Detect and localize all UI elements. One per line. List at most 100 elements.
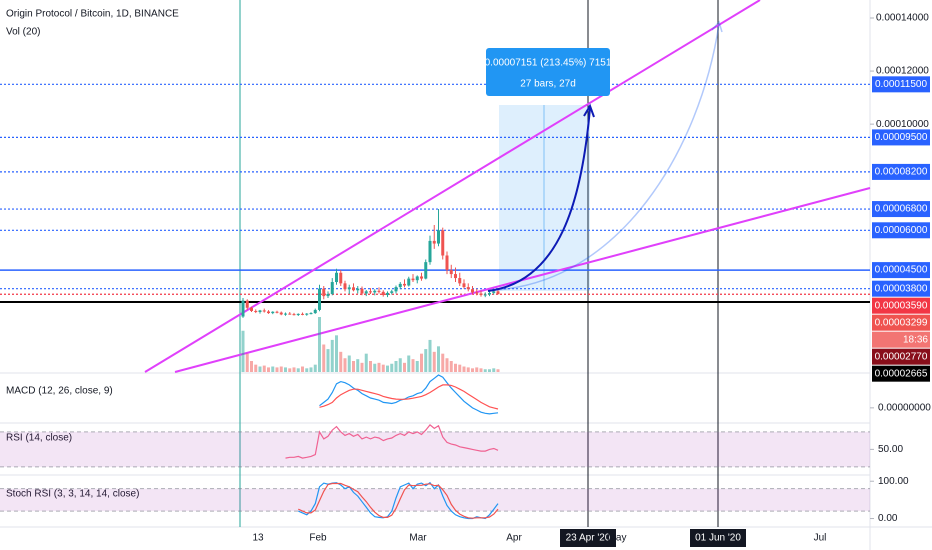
band-fill xyxy=(0,488,870,512)
candle-body xyxy=(250,307,253,311)
volume-bar xyxy=(475,367,479,372)
volume-bar xyxy=(352,361,355,372)
candle-body xyxy=(437,230,440,244)
candle-body xyxy=(403,283,406,286)
price-level-box xyxy=(872,163,930,180)
volume-bar xyxy=(381,364,385,372)
volume-bar xyxy=(386,365,389,372)
volume-bar xyxy=(347,355,351,372)
volume-bar xyxy=(398,358,402,372)
projection-arc xyxy=(494,23,720,291)
candle-body xyxy=(258,310,262,313)
price-level-box xyxy=(872,314,930,331)
countdown-label: 18:36 xyxy=(903,334,928,345)
volume-bar xyxy=(496,369,500,372)
volume-bar xyxy=(364,353,368,372)
candle-body xyxy=(262,310,266,312)
candle-body xyxy=(377,290,381,292)
price-level-box xyxy=(872,76,930,93)
volume-bar xyxy=(313,364,317,372)
indicator-line xyxy=(319,374,499,415)
candle-body xyxy=(245,300,249,308)
y-tick-label: 0.00014000 xyxy=(876,13,929,24)
volume-bar xyxy=(437,346,440,372)
volume-bar xyxy=(471,368,474,372)
candle-body xyxy=(475,292,479,294)
candle-body xyxy=(415,276,419,281)
candle-body xyxy=(339,272,343,284)
projection-arrow xyxy=(711,20,723,33)
price-level-label: 0.00003590 xyxy=(875,300,928,311)
volume-bar xyxy=(296,368,300,372)
volume-bar xyxy=(454,363,457,372)
volume-bar xyxy=(483,369,487,372)
candle-body xyxy=(428,240,432,263)
time-marker-box xyxy=(690,529,746,547)
volume-bar xyxy=(275,367,279,372)
volume-bar xyxy=(335,335,338,372)
price-level-box xyxy=(872,262,930,279)
volume-bar xyxy=(466,367,470,372)
volume-bar xyxy=(245,353,249,372)
volume-bar xyxy=(441,353,445,372)
indicator-line xyxy=(319,384,499,410)
price-level-label: 0.00006000 xyxy=(875,225,928,236)
price-level-box xyxy=(872,297,930,314)
volume-bar xyxy=(330,339,334,372)
trend-line xyxy=(144,0,761,373)
candle-body xyxy=(398,283,402,288)
projection-curve xyxy=(487,107,591,292)
candle-body xyxy=(313,309,317,314)
x-tick-label: Apr xyxy=(506,533,522,544)
volume-bar xyxy=(284,367,287,372)
projection-arrow xyxy=(583,103,595,118)
candle-body xyxy=(445,255,449,271)
candle-body xyxy=(394,287,398,292)
volume-bar xyxy=(279,366,283,372)
time-marker-label: 23 Apr '20 xyxy=(566,533,611,544)
volume-bar xyxy=(262,365,266,372)
volume-bar xyxy=(403,362,406,372)
candle-body xyxy=(335,272,338,283)
candle-body xyxy=(488,292,491,295)
volume-bar xyxy=(292,367,296,372)
volume-bar xyxy=(267,367,270,372)
candle-body xyxy=(241,300,245,317)
price-level-label: 0.00008200 xyxy=(875,167,928,178)
volume-bar xyxy=(250,361,253,372)
candle-body xyxy=(420,276,423,279)
price-level-box xyxy=(872,201,930,218)
volume-bar xyxy=(369,361,372,372)
volume-bar xyxy=(458,364,462,372)
candle-body xyxy=(432,240,436,244)
pane-title: RSI (14, close) xyxy=(6,433,72,444)
candle-body xyxy=(301,313,304,315)
x-tick-label: Jul xyxy=(814,533,827,544)
time-marker-label: 01 Jun '20 xyxy=(695,533,741,544)
volume-bar xyxy=(445,358,449,372)
candle-body xyxy=(369,291,372,293)
candle-body xyxy=(360,288,364,294)
volume-bar xyxy=(322,344,326,372)
measure-tooltip xyxy=(486,48,610,96)
volume-bar xyxy=(360,362,364,372)
time-marker-box xyxy=(560,529,616,547)
candle-body xyxy=(424,262,428,279)
pane-title: Stoch RSI (3, 3, 14, 14, close) xyxy=(6,489,139,500)
volume-bar xyxy=(411,359,415,372)
x-tick-label: May xyxy=(608,533,627,544)
candle-body xyxy=(322,288,326,297)
volume-bar xyxy=(488,369,491,372)
x-tick-label: Feb xyxy=(309,533,327,544)
candle-body xyxy=(267,311,270,314)
price-level-box xyxy=(872,222,930,239)
candle-body xyxy=(271,311,275,314)
candle-body xyxy=(296,313,300,315)
candle-body xyxy=(275,311,279,313)
candle-body xyxy=(492,291,496,293)
candle-body xyxy=(352,287,355,291)
volume-bar xyxy=(373,363,377,372)
candle-body xyxy=(343,283,347,290)
candle-body xyxy=(386,292,389,296)
